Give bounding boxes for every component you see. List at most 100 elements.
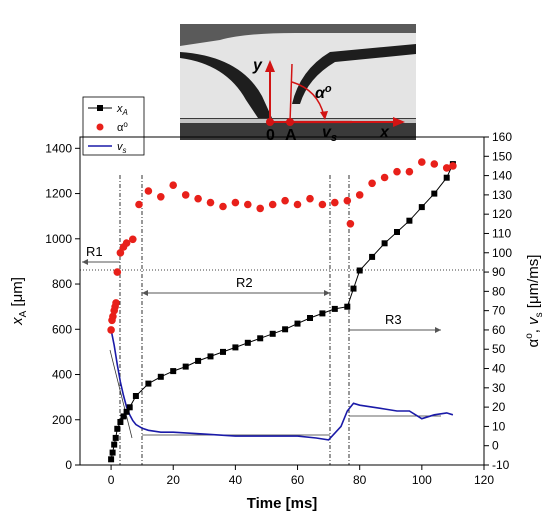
y-left-tick-label: 600	[52, 322, 72, 336]
x-tick-label: 0	[108, 473, 115, 487]
series-xa-point	[117, 419, 124, 425]
inset-bottom-wall	[180, 118, 416, 140]
y-right-tick-label: 80	[492, 284, 506, 298]
series-alpha-point	[306, 194, 314, 203]
x-tick-label: 120	[474, 473, 494, 487]
series-alpha-point	[380, 173, 389, 182]
series-alpha-point	[418, 158, 426, 166]
series-xa-point	[109, 449, 116, 456]
series-alpha	[107, 158, 457, 334]
series-alpha-point	[346, 220, 355, 228]
series-xa-point	[112, 434, 119, 441]
legend-xa-label: xA	[116, 103, 128, 117]
x-tick-label: 40	[229, 473, 243, 487]
y-right-tick-label: 30	[492, 381, 506, 395]
series-alpha-point	[135, 200, 143, 209]
series-alpha-point	[206, 198, 215, 207]
series-xa-point	[111, 441, 118, 448]
series-xa-point	[331, 305, 338, 312]
series-xa-point	[108, 456, 115, 463]
series-xa-point	[431, 190, 438, 197]
y-left-tick-label: 1400	[45, 141, 72, 155]
region-r3-arrowhead	[435, 327, 441, 333]
series-alpha-point	[430, 160, 439, 168]
series-alpha-point	[109, 312, 117, 321]
legend-vs-label: vs	[117, 141, 127, 155]
series-xa-point	[406, 217, 413, 224]
region-r2-arrowhead-right	[324, 290, 330, 296]
series-xa-point	[232, 344, 239, 351]
inset-left-wall	[180, 52, 272, 118]
legend: xA αo vs	[82, 96, 145, 156]
series-xa-point	[157, 373, 164, 380]
legend-alpha-label: αo	[117, 120, 128, 134]
series-xa-point	[294, 320, 301, 327]
legend-alpha-marker	[96, 123, 104, 131]
series-alpha-point	[181, 191, 190, 199]
y-right-tick-label: 10	[492, 419, 506, 433]
left-axis: 0 200 400 600 800 1000 1200 1400	[45, 141, 80, 472]
series-xa-point	[207, 353, 214, 360]
y-right-tick-label: 120	[492, 207, 512, 221]
series-alpha-point	[318, 200, 327, 209]
y-right-tick-label: 40	[492, 362, 506, 376]
inset-angle-label: αo	[315, 83, 332, 102]
y-right-tick-label: 130	[492, 188, 512, 202]
inset-origin-label: 0	[266, 127, 275, 144]
series-alpha-point	[442, 164, 451, 172]
series-xa-point	[257, 335, 264, 342]
series-alpha-point	[116, 249, 125, 257]
inset-upper-wall	[180, 24, 416, 46]
y-right-tick-label: 90	[492, 265, 506, 279]
series-xa-point	[443, 174, 450, 181]
series-xa-point	[120, 413, 127, 420]
inset-x-label: x	[379, 124, 390, 141]
fit-line-r1	[109, 349, 133, 439]
inset-y-label: y	[252, 57, 263, 74]
y-right-tick-label: 70	[492, 304, 506, 318]
y-right-axis-title: αo, vs [μm/ms]	[524, 255, 545, 348]
inset-tangent-line	[289, 63, 293, 123]
y-left-tick-label: 1200	[45, 187, 72, 201]
series-alpha-point	[129, 235, 137, 244]
y-right-tick-label: 50	[492, 342, 506, 356]
series-xa-point	[282, 326, 289, 333]
series-alpha-point	[169, 181, 177, 189]
series-xa-point	[269, 330, 276, 337]
series-xa-line	[110, 163, 454, 460]
y-right-tick-label: 110	[492, 226, 511, 240]
series-alpha-point	[157, 193, 165, 201]
y-right-tick-label: 150	[492, 149, 512, 163]
series-alpha-point	[122, 239, 131, 247]
series-alpha-point	[144, 187, 153, 195]
inset-point-a-dot	[286, 118, 294, 126]
series-alpha-point	[244, 200, 252, 209]
y-left-tick-label: 1000	[45, 232, 72, 246]
inset-image: y x 0 A αo vs	[180, 24, 416, 144]
series-alpha-point	[368, 179, 376, 188]
series-xa-point	[123, 408, 130, 415]
series-alpha-point	[256, 204, 265, 213]
series-xa-point	[244, 339, 251, 346]
series-alpha-point	[231, 198, 240, 207]
legend-xa-marker	[97, 105, 103, 111]
y-right-tick-label: -10	[492, 458, 510, 472]
series-xa-point	[344, 303, 351, 310]
series-alpha-point	[268, 200, 277, 209]
y-left-axis-title: xA [μm]	[9, 277, 29, 326]
series-xa-point	[114, 425, 121, 432]
series-alpha-point	[281, 196, 289, 205]
y-left-tick-label: 200	[52, 413, 72, 427]
right-axis: -10 0 10 20 30 40 50 60 70 80 90 100 110 120 130 140 150…	[484, 130, 512, 472]
plot-frame	[79, 136, 485, 466]
series-xa-point	[381, 240, 388, 247]
series-xa-point	[195, 357, 202, 364]
inset-origin-dot	[266, 118, 274, 126]
y-right-tick-label: 100	[492, 246, 512, 260]
series-xa-point	[418, 204, 425, 211]
series-xa-point	[132, 393, 139, 399]
region-r2-label: R2	[236, 275, 253, 290]
series-xa-point	[369, 253, 376, 260]
region-r1-arrowhead	[82, 259, 88, 265]
inset-y-arrow	[265, 60, 275, 72]
